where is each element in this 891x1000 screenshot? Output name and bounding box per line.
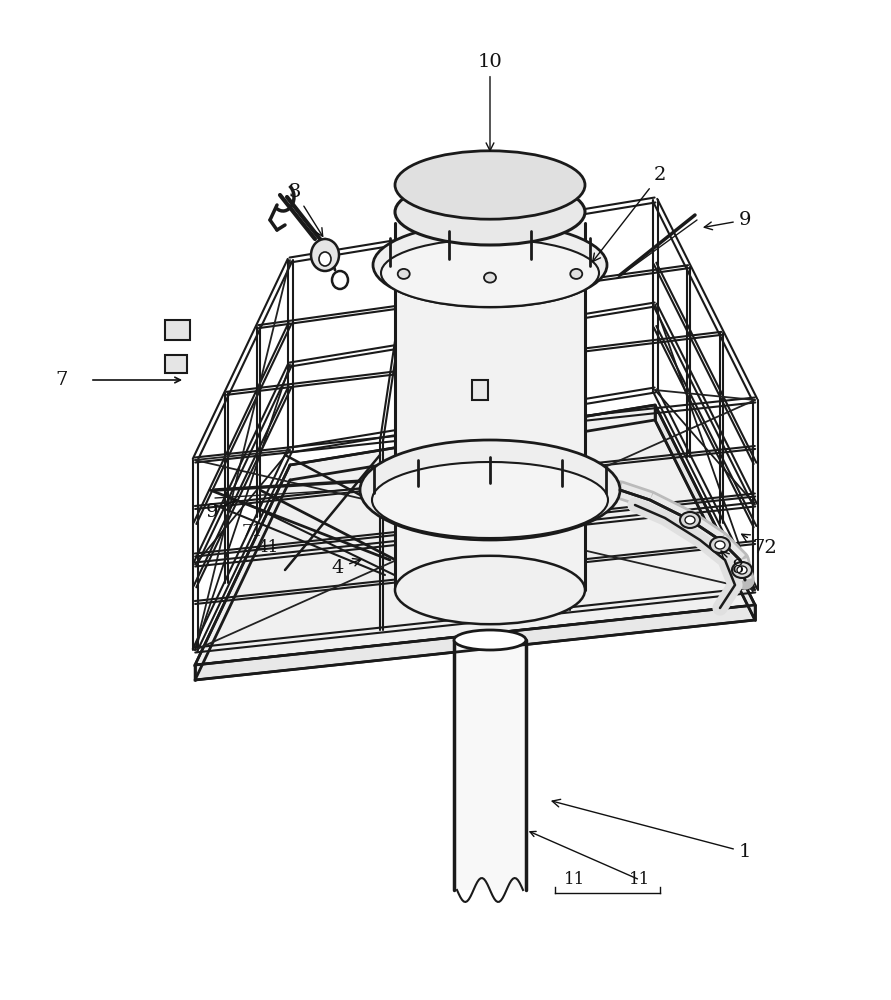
Ellipse shape bbox=[319, 252, 331, 266]
Polygon shape bbox=[655, 405, 755, 620]
Polygon shape bbox=[647, 494, 693, 526]
Ellipse shape bbox=[373, 223, 607, 307]
Bar bbox=[165, 320, 190, 340]
Bar bbox=[472, 380, 488, 400]
Text: 9: 9 bbox=[206, 500, 236, 521]
Ellipse shape bbox=[395, 556, 585, 624]
Text: 8: 8 bbox=[721, 551, 744, 577]
Text: 7: 7 bbox=[56, 371, 69, 389]
Ellipse shape bbox=[395, 179, 585, 245]
Polygon shape bbox=[195, 605, 755, 680]
Ellipse shape bbox=[680, 512, 700, 528]
Text: 10: 10 bbox=[478, 53, 503, 151]
Ellipse shape bbox=[737, 566, 747, 574]
Ellipse shape bbox=[732, 562, 752, 578]
Polygon shape bbox=[395, 223, 585, 590]
Text: 3: 3 bbox=[289, 183, 323, 236]
Text: 2: 2 bbox=[593, 166, 666, 262]
Text: 71: 71 bbox=[241, 524, 263, 540]
Ellipse shape bbox=[381, 239, 599, 307]
Ellipse shape bbox=[685, 516, 695, 524]
Ellipse shape bbox=[311, 239, 339, 271]
Ellipse shape bbox=[360, 440, 620, 540]
Ellipse shape bbox=[372, 462, 608, 538]
Ellipse shape bbox=[395, 151, 585, 219]
Text: 72: 72 bbox=[741, 534, 777, 557]
Ellipse shape bbox=[454, 630, 526, 650]
Polygon shape bbox=[617, 483, 652, 507]
Text: 11: 11 bbox=[629, 871, 650, 888]
Polygon shape bbox=[195, 405, 755, 665]
Ellipse shape bbox=[397, 269, 410, 279]
Text: 11: 11 bbox=[564, 871, 585, 888]
Ellipse shape bbox=[570, 269, 582, 279]
Ellipse shape bbox=[710, 537, 730, 553]
Text: 9: 9 bbox=[704, 211, 751, 230]
Text: 1: 1 bbox=[552, 799, 751, 861]
Bar bbox=[165, 355, 187, 373]
Ellipse shape bbox=[484, 273, 496, 283]
Polygon shape bbox=[715, 535, 745, 565]
Polygon shape bbox=[733, 558, 752, 582]
Ellipse shape bbox=[715, 541, 725, 549]
Polygon shape bbox=[454, 640, 526, 890]
Polygon shape bbox=[686, 514, 723, 546]
Text: 4: 4 bbox=[331, 559, 361, 577]
Text: 41: 41 bbox=[257, 540, 279, 556]
